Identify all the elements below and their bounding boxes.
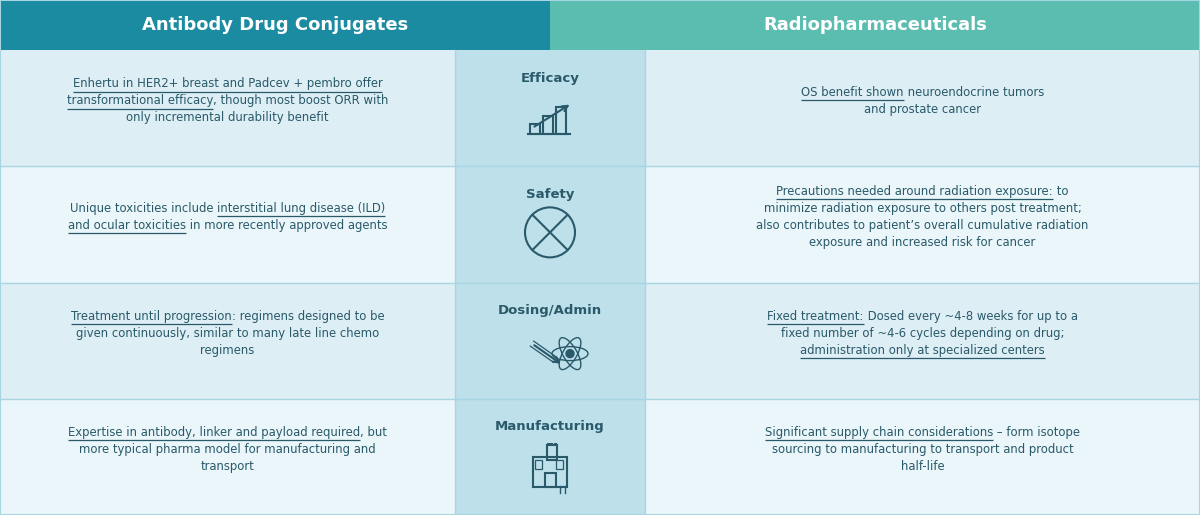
Text: in more recently approved agents: in more recently approved agents (186, 219, 388, 232)
Text: Dosed every ~4-8 weeks for up to a: Dosed every ~4-8 weeks for up to a (864, 310, 1078, 322)
Text: Radiopharmaceuticals: Radiopharmaceuticals (763, 16, 986, 34)
Bar (534, 460, 541, 469)
Text: , though most boost ORR with: , though most boost ORR with (214, 94, 389, 107)
Bar (646, 399, 1200, 515)
Text: and ocular toxicities: and ocular toxicities (67, 219, 186, 232)
Bar (556, 107, 566, 134)
Bar (530, 124, 540, 134)
Text: Antibody Drug Conjugates: Antibody Drug Conjugates (142, 16, 408, 34)
Text: more typical pharma model for manufacturing and: more typical pharma model for manufactur… (79, 443, 376, 456)
Text: only incremental durability benefit: only incremental durability benefit (126, 111, 329, 124)
Bar (547, 443, 550, 446)
Text: fixed number of ~4-6 cycles depending on drug;: fixed number of ~4-6 cycles depending on… (781, 327, 1064, 339)
Bar (550, 0, 1200, 50)
Bar (646, 50, 1200, 166)
Text: administration only at specialized centers: administration only at specialized cente… (800, 344, 1045, 356)
Text: Unique toxicities include: Unique toxicities include (70, 202, 217, 215)
Text: : regimens designed to be: : regimens designed to be (232, 310, 384, 322)
Text: Safety: Safety (526, 188, 574, 201)
Text: transport: transport (200, 460, 254, 473)
Text: , but: , but (360, 426, 386, 439)
Bar (533, 457, 568, 487)
Bar (554, 443, 557, 446)
Text: transformational efficacy: transformational efficacy (67, 94, 214, 107)
Bar (646, 166, 1200, 283)
Text: Manufacturing: Manufacturing (496, 420, 605, 434)
Text: to: to (1054, 185, 1068, 198)
Circle shape (566, 350, 574, 357)
Bar (545, 473, 556, 487)
Text: Enhertu in HER2+ breast and Padcev + pembro offer: Enhertu in HER2+ breast and Padcev + pem… (73, 77, 383, 90)
Bar (455, 50, 646, 166)
Bar (0, 166, 455, 283)
Text: given continuously, similar to many late line chemo: given continuously, similar to many late… (76, 327, 379, 339)
Bar (0, 0, 550, 50)
Text: and prostate cancer: and prostate cancer (864, 102, 982, 116)
Text: sourcing to manufacturing to transport and product: sourcing to manufacturing to transport a… (772, 443, 1073, 456)
Bar (556, 460, 563, 469)
Bar (646, 283, 1200, 399)
Text: Dosing/Admin: Dosing/Admin (498, 304, 602, 317)
Text: minimize radiation exposure to others post treatment;: minimize radiation exposure to others po… (763, 202, 1081, 215)
Bar (455, 399, 646, 515)
Bar (0, 399, 455, 515)
Text: Fixed treatment:: Fixed treatment: (767, 310, 864, 322)
Text: interstitial lung disease (ILD): interstitial lung disease (ILD) (217, 202, 385, 215)
Text: Precautions needed around radiation exposure:: Precautions needed around radiation expo… (776, 185, 1054, 198)
Text: OS benefit shown: OS benefit shown (802, 85, 904, 99)
Text: exposure and increased risk for cancer: exposure and increased risk for cancer (809, 236, 1036, 249)
Bar (547, 445, 557, 460)
Text: neuroendocrine tumors: neuroendocrine tumors (904, 85, 1044, 99)
Text: regimens: regimens (200, 344, 254, 356)
Text: Efficacy: Efficacy (521, 72, 580, 84)
Bar (455, 283, 646, 399)
Bar (542, 116, 553, 134)
Text: Significant supply chain considerations: Significant supply chain considerations (764, 426, 994, 439)
Bar (550, 443, 552, 446)
Text: also contributes to patient’s overall cumulative radiation: also contributes to patient’s overall cu… (756, 219, 1088, 232)
Text: – form isotope: – form isotope (994, 426, 1080, 439)
Bar (0, 50, 455, 166)
Text: Treatment until progression: Treatment until progression (71, 310, 232, 322)
Text: Expertise in antibody, linker and payload required: Expertise in antibody, linker and payloa… (68, 426, 360, 439)
Bar (455, 166, 646, 283)
Text: half-life: half-life (901, 460, 944, 473)
Bar (0, 283, 455, 399)
